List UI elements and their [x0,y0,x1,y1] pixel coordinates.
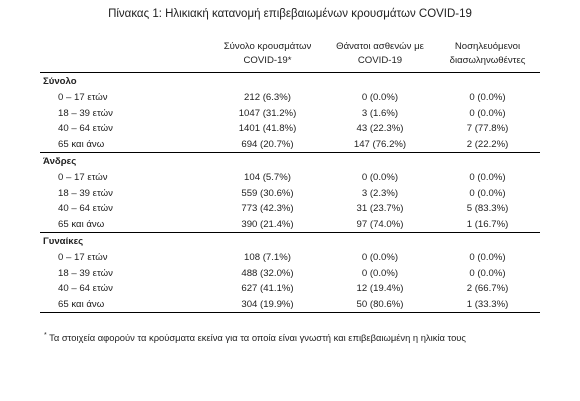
intubated-cell: 0 (0.0%) [469,92,506,103]
header-total-cases-line2: COVID-19* [243,55,292,66]
cases-cell: 1401 (41.8%) [238,123,297,134]
deaths-cell: 147 (76.2%) [325,136,435,153]
intubated-cell: 0 (0.0%) [469,172,506,183]
intubated-cell: 1 (16.7%) [435,216,540,233]
header-intubated-line1: Νοσηλευόμενοι [454,41,521,52]
header-deaths-line2: COVID-19 [357,55,403,66]
cases-cell: 108 (7.1%) [244,252,291,263]
age-cell: 65 και άνω [40,296,210,313]
footnote: * Τα στοιχεία αφορούν τα κρούσματα εκείν… [44,332,466,343]
age-cell: 40 – 64 ετών [58,123,113,134]
cases-cell: 694 (20.7%) [210,136,325,153]
group-label: Σύνολο [43,76,77,87]
intubated-cell: 7 (77.8%) [466,123,509,134]
header-intubated: Νοσηλευόμενοι διασωληνωθέντες [435,38,540,73]
intubated-cell: 2 (66.7%) [466,283,509,294]
table-row: 18 – 39 ετών 559 (30.6%) 3 (2.3%) 0 (0.0… [40,186,540,202]
cases-cell: 627 (41.1%) [241,283,294,294]
table-row: 0 – 17 ετών 108 (7.1%) 0 (0.0%) 0 (0.0%) [40,250,540,266]
cases-cell: 488 (32.0%) [241,267,294,279]
group-row-men: Άνδρες [40,153,540,171]
header-total-cases: Σύνολο κρουσμάτων COVID-19* [210,38,325,73]
table-row: 65 και άνω 390 (21.4%) 97 (74.0%) 1 (16.… [40,216,540,233]
cases-cell: 212 (6.3%) [244,92,291,103]
table-row: 65 και άνω 304 (19.9%) 50 (80.6%) 1 (33.… [40,296,540,313]
table-body: Σύνολο 0 – 17 ετών 212 (6.3%) 0 (0.0%) 0… [40,73,540,313]
cases-cell: 1047 (31.2%) [238,107,297,119]
age-cell: 0 – 17 ετών [58,92,108,103]
intubated-cell: 0 (0.0%) [469,267,506,279]
age-cell: 40 – 64 ετών [58,283,113,294]
cases-cell: 773 (42.3%) [241,203,294,214]
header-deaths-line1: Θάνατοι ασθενών με [336,41,424,52]
header-total-cases-line1: Σύνολο κρουσμάτων [223,41,312,52]
deaths-cell: 97 (74.0%) [325,216,435,233]
cases-cell: 390 (21.4%) [210,216,325,233]
age-distribution-table: Σύνολο κρουσμάτων COVID-19* Θάνατοι ασθε… [40,38,540,313]
deaths-cell: 0 (0.0%) [361,252,399,263]
table-row: 0 – 17 ετών 104 (5.7%) 0 (0.0%) 0 (0.0%) [40,170,540,186]
group-row-total: Σύνολο [40,73,540,91]
table-row: 65 και άνω 694 (20.7%) 147 (76.2%) 2 (22… [40,136,540,153]
group-label: Γυναίκες [43,236,84,247]
table-row: 40 – 64 ετών 1401 (41.8%) 43 (22.3%) 7 (… [40,121,540,137]
deaths-cell: 0 (0.0%) [361,267,399,279]
footnote-marker: * [44,332,47,339]
table-row: 18 – 39 ετών 1047 (31.2%) 3 (1.6%) 0 (0.… [40,106,540,122]
age-cell: 65 και άνω [40,216,210,233]
intubated-cell: 0 (0.0%) [469,252,506,263]
deaths-cell: 0 (0.0%) [361,172,399,183]
footnote-text: Τα στοιχεία αφορούν τα κρούσματα εκείνα … [46,332,466,343]
deaths-cell: 3 (1.6%) [361,107,399,119]
cases-cell: 104 (5.7%) [244,172,291,183]
intubated-cell: 5 (83.3%) [466,203,509,214]
age-cell: 0 – 17 ετών [58,172,108,183]
group-row-women: Γυναίκες [40,233,540,251]
header-empty-cell [40,38,210,73]
cases-cell: 559 (30.6%) [241,187,294,199]
deaths-cell: 0 (0.0%) [361,92,399,103]
table-row: 18 – 39 ετών 488 (32.0%) 0 (0.0%) 0 (0.0… [40,266,540,282]
deaths-cell: 3 (2.3%) [361,187,399,199]
table-title: Πίνακας 1: Ηλικιακή κατανομή επιβεβαιωμέ… [108,8,472,20]
age-cell: 18 – 39 ετών [58,107,113,119]
intubated-cell: 2 (22.2%) [435,136,540,153]
cases-cell: 304 (19.9%) [210,296,325,313]
age-cell: 18 – 39 ετών [58,187,113,199]
age-cell: 65 και άνω [40,136,210,153]
age-cell: 18 – 39 ετών [58,267,113,279]
deaths-cell: 50 (80.6%) [325,296,435,313]
deaths-cell: 12 (19.4%) [356,283,404,294]
age-distribution-table-container: Σύνολο κρουσμάτων COVID-19* Θάνατοι ασθε… [40,38,540,313]
intubated-cell: 0 (0.0%) [469,187,506,199]
intubated-cell: 0 (0.0%) [469,107,506,119]
age-cell: 0 – 17 ετών [58,252,108,263]
header-intubated-line2: διασωληνωθέντες [449,55,526,66]
table-row: 40 – 64 ετών 773 (42.3%) 31 (23.7%) 5 (8… [40,201,540,217]
deaths-cell: 43 (22.3%) [356,123,404,134]
deaths-cell: 31 (23.7%) [356,203,404,214]
header-deaths: Θάνατοι ασθενών με COVID-19 [325,38,435,73]
intubated-cell: 1 (33.3%) [435,296,540,313]
table-row: 40 – 64 ετών 627 (41.1%) 12 (19.4%) 2 (6… [40,281,540,297]
group-label: Άνδρες [43,156,77,167]
age-cell: 40 – 64 ετών [58,203,113,214]
header-row: Σύνολο κρουσμάτων COVID-19* Θάνατοι ασθε… [40,38,540,73]
table-row: 0 – 17 ετών 212 (6.3%) 0 (0.0%) 0 (0.0%) [40,90,540,106]
